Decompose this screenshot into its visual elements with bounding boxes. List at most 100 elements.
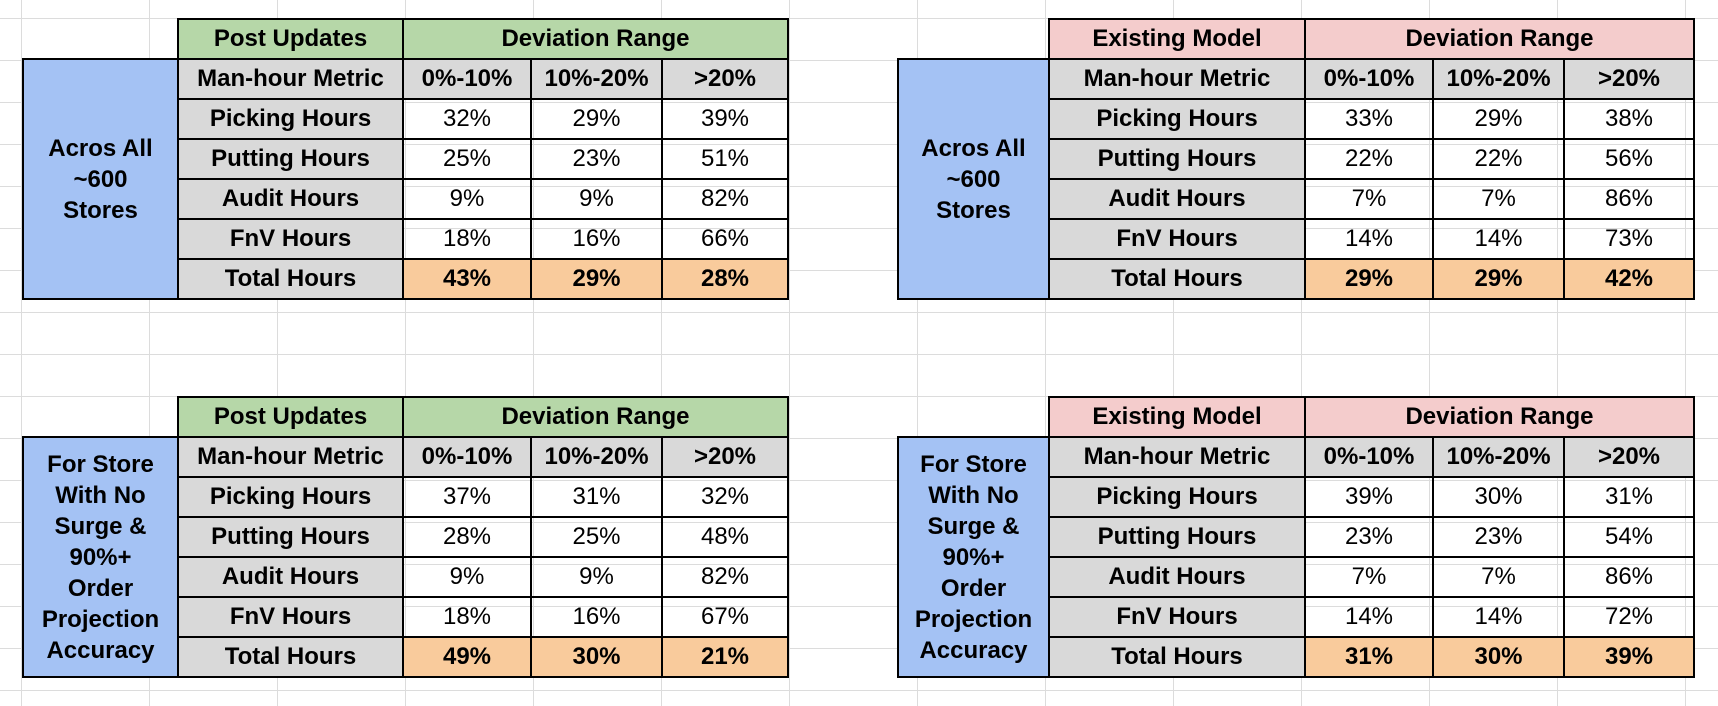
total-value-cell: 39% [1563,636,1695,678]
metric-name: FnV Hours [1048,218,1306,260]
existing-model-no-surge-table: Existing Model Deviation Range For Store… [897,396,1695,678]
value-cell: 38% [1563,98,1695,140]
table-row: Putting Hours 22% 22% 56% [898,138,1695,180]
column-header-metric: Man-hour Metric [177,436,404,478]
value-cell: 37% [402,476,532,518]
corner-blank [23,19,178,59]
value-cell: 67% [661,596,789,638]
column-header-over-20: >20% [661,58,789,100]
value-cell: 9% [402,178,532,220]
value-cell: 32% [661,476,789,518]
total-row: Total Hours 31% 30% 39% [898,636,1695,678]
table-row: Putting Hours 25% 23% 51% [23,138,789,180]
value-cell: 14% [1432,596,1565,638]
value-cell: 31% [1563,476,1695,518]
metric-name: Audit Hours [1048,556,1306,598]
value-cell: 48% [661,516,789,558]
table-row: Picking Hours 37% 31% 32% [23,476,789,518]
metric-name: Putting Hours [177,138,404,180]
metric-name: Audit Hours [1048,178,1306,220]
corner-label: Existing Model [1048,396,1306,438]
corner-blank [23,397,178,437]
value-cell: 39% [1304,476,1434,518]
value-cell: 23% [1432,516,1565,558]
value-cell: 9% [402,556,532,598]
total-row: Total Hours 43% 29% 28% [23,258,789,300]
value-cell: 25% [530,516,663,558]
value-cell: 29% [530,98,663,140]
value-cell: 14% [1304,596,1434,638]
side-label-line: For Store [920,450,1027,478]
value-cell: 39% [661,98,789,140]
metric-name: Picking Hours [177,98,404,140]
side-label-line: Accuracy [919,636,1028,664]
metric-name: Picking Hours [177,476,404,518]
value-cell: 31% [530,476,663,518]
side-label: For Store With No Surge & 90%+ Order Pro… [22,436,179,678]
side-label-line: Projection [914,605,1033,633]
value-cell: 56% [1563,138,1695,180]
table-row: Picking Hours 32% 29% 39% [23,98,789,140]
total-value-cell: 42% [1563,258,1695,300]
value-cell: 22% [1304,138,1434,180]
corner-label: Post Updates [177,396,404,438]
side-label-line: Order [67,574,134,602]
metric-name: Putting Hours [1048,516,1306,558]
column-header-0-10: 0%-10% [1304,58,1434,100]
side-label-line: Acros All [921,134,1026,162]
table-row: FnV Hours 18% 16% 66% [23,218,789,260]
total-value-cell: 30% [1432,636,1565,678]
side-label-line: Order [940,574,1007,602]
table-row: FnV Hours 18% 16% 67% [23,596,789,638]
value-cell: 18% [402,218,532,260]
side-label-line: 90%+ [69,543,132,571]
value-cell: 82% [661,178,789,220]
side-label: For Store With No Surge & 90%+ Order Pro… [897,436,1050,678]
total-value-cell: 21% [661,636,789,678]
value-cell: 14% [1304,218,1434,260]
corner-blank [898,397,1049,437]
deviation-range-header: Deviation Range [402,18,789,60]
metric-name: Total Hours [1048,258,1306,300]
post-updates-all-stores-table: Post Updates Deviation Range Acros All ~… [22,18,789,300]
side-label-line: Stores [936,196,1011,224]
corner-label: Post Updates [177,18,404,60]
side-label-line: Acros All [48,134,153,162]
value-cell: 86% [1563,556,1695,598]
column-header-over-20: >20% [661,436,789,478]
table-row: Picking Hours 39% 30% 31% [898,476,1695,518]
metric-name: Audit Hours [177,178,404,220]
value-cell: 23% [530,138,663,180]
column-header-10-20: 10%-20% [1432,58,1565,100]
total-value-cell: 49% [402,636,532,678]
side-label-line: Surge & [927,512,1020,540]
value-cell: 16% [530,218,663,260]
total-row: Total Hours 49% 30% 21% [23,636,789,678]
post-updates-all-stores-block: Post Updates Deviation Range Acros All ~… [22,18,789,300]
column-header-0-10: 0%-10% [402,436,532,478]
side-label: Acros All ~600 Stores [22,58,179,300]
side-label-line: 90%+ [942,543,1005,571]
value-cell: 16% [530,596,663,638]
value-cell: 72% [1563,596,1695,638]
value-cell: 25% [402,138,532,180]
value-cell: 22% [1432,138,1565,180]
side-label: Acros All ~600 Stores [897,58,1050,300]
metric-name: FnV Hours [1048,596,1306,638]
column-header-metric: Man-hour Metric [1048,436,1306,478]
total-value-cell: 29% [530,258,663,300]
post-updates-no-surge-table: Post Updates Deviation Range For Store W… [22,396,789,678]
metric-name: Picking Hours [1048,98,1306,140]
side-label-line: For Store [47,450,154,478]
value-cell: 7% [1432,556,1565,598]
corner-label: Existing Model [1048,18,1306,60]
value-cell: 51% [661,138,789,180]
value-cell: 33% [1304,98,1434,140]
table-row: Picking Hours 33% 29% 38% [898,98,1695,140]
table-row: Putting Hours 28% 25% 48% [23,516,789,558]
value-cell: 7% [1304,556,1434,598]
value-cell: 82% [661,556,789,598]
deviation-range-header: Deviation Range [1304,18,1695,60]
value-cell: 28% [402,516,532,558]
deviation-range-header: Deviation Range [402,396,789,438]
